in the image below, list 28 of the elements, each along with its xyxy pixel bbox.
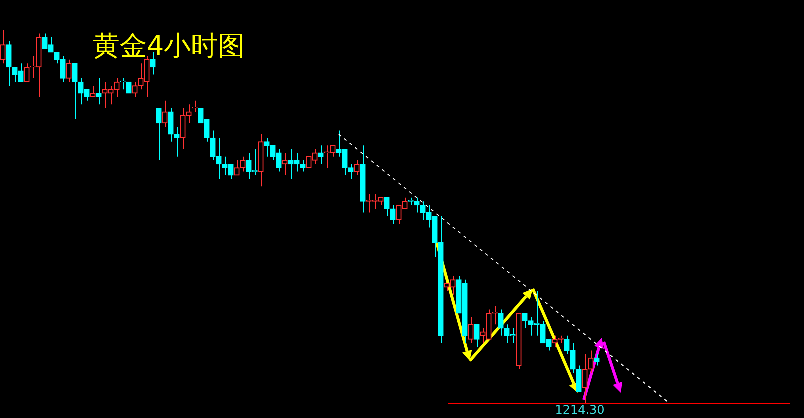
candlestick	[474, 324, 480, 348]
candlestick	[96, 78, 102, 106]
candlestick	[354, 160, 360, 176]
candlestick	[66, 59, 72, 83]
candlestick	[240, 156, 246, 172]
candlestick	[576, 365, 582, 392]
candlestick	[522, 312, 528, 329]
candlestick	[162, 100, 168, 128]
candlestick	[90, 85, 96, 98]
chart-title: 黄金4小时图	[93, 30, 246, 64]
candlestick	[594, 354, 600, 366]
candlestick	[582, 354, 588, 404]
candlestick	[468, 316, 474, 344]
candlestick	[390, 204, 396, 224]
candlestick	[282, 152, 288, 176]
candlestick	[132, 82, 138, 98]
candlestick	[156, 108, 162, 162]
candlestick	[168, 108, 174, 142]
candlestick	[552, 335, 558, 348]
candlestick	[174, 126, 180, 158]
candlestick	[492, 306, 498, 326]
text: 1214.30	[555, 403, 605, 418]
candlestick	[348, 164, 354, 180]
candlestick	[318, 145, 324, 165]
candlestick	[234, 160, 240, 176]
candlestick	[384, 197, 390, 217]
candlestick	[498, 309, 504, 336]
candlestick	[588, 350, 594, 374]
